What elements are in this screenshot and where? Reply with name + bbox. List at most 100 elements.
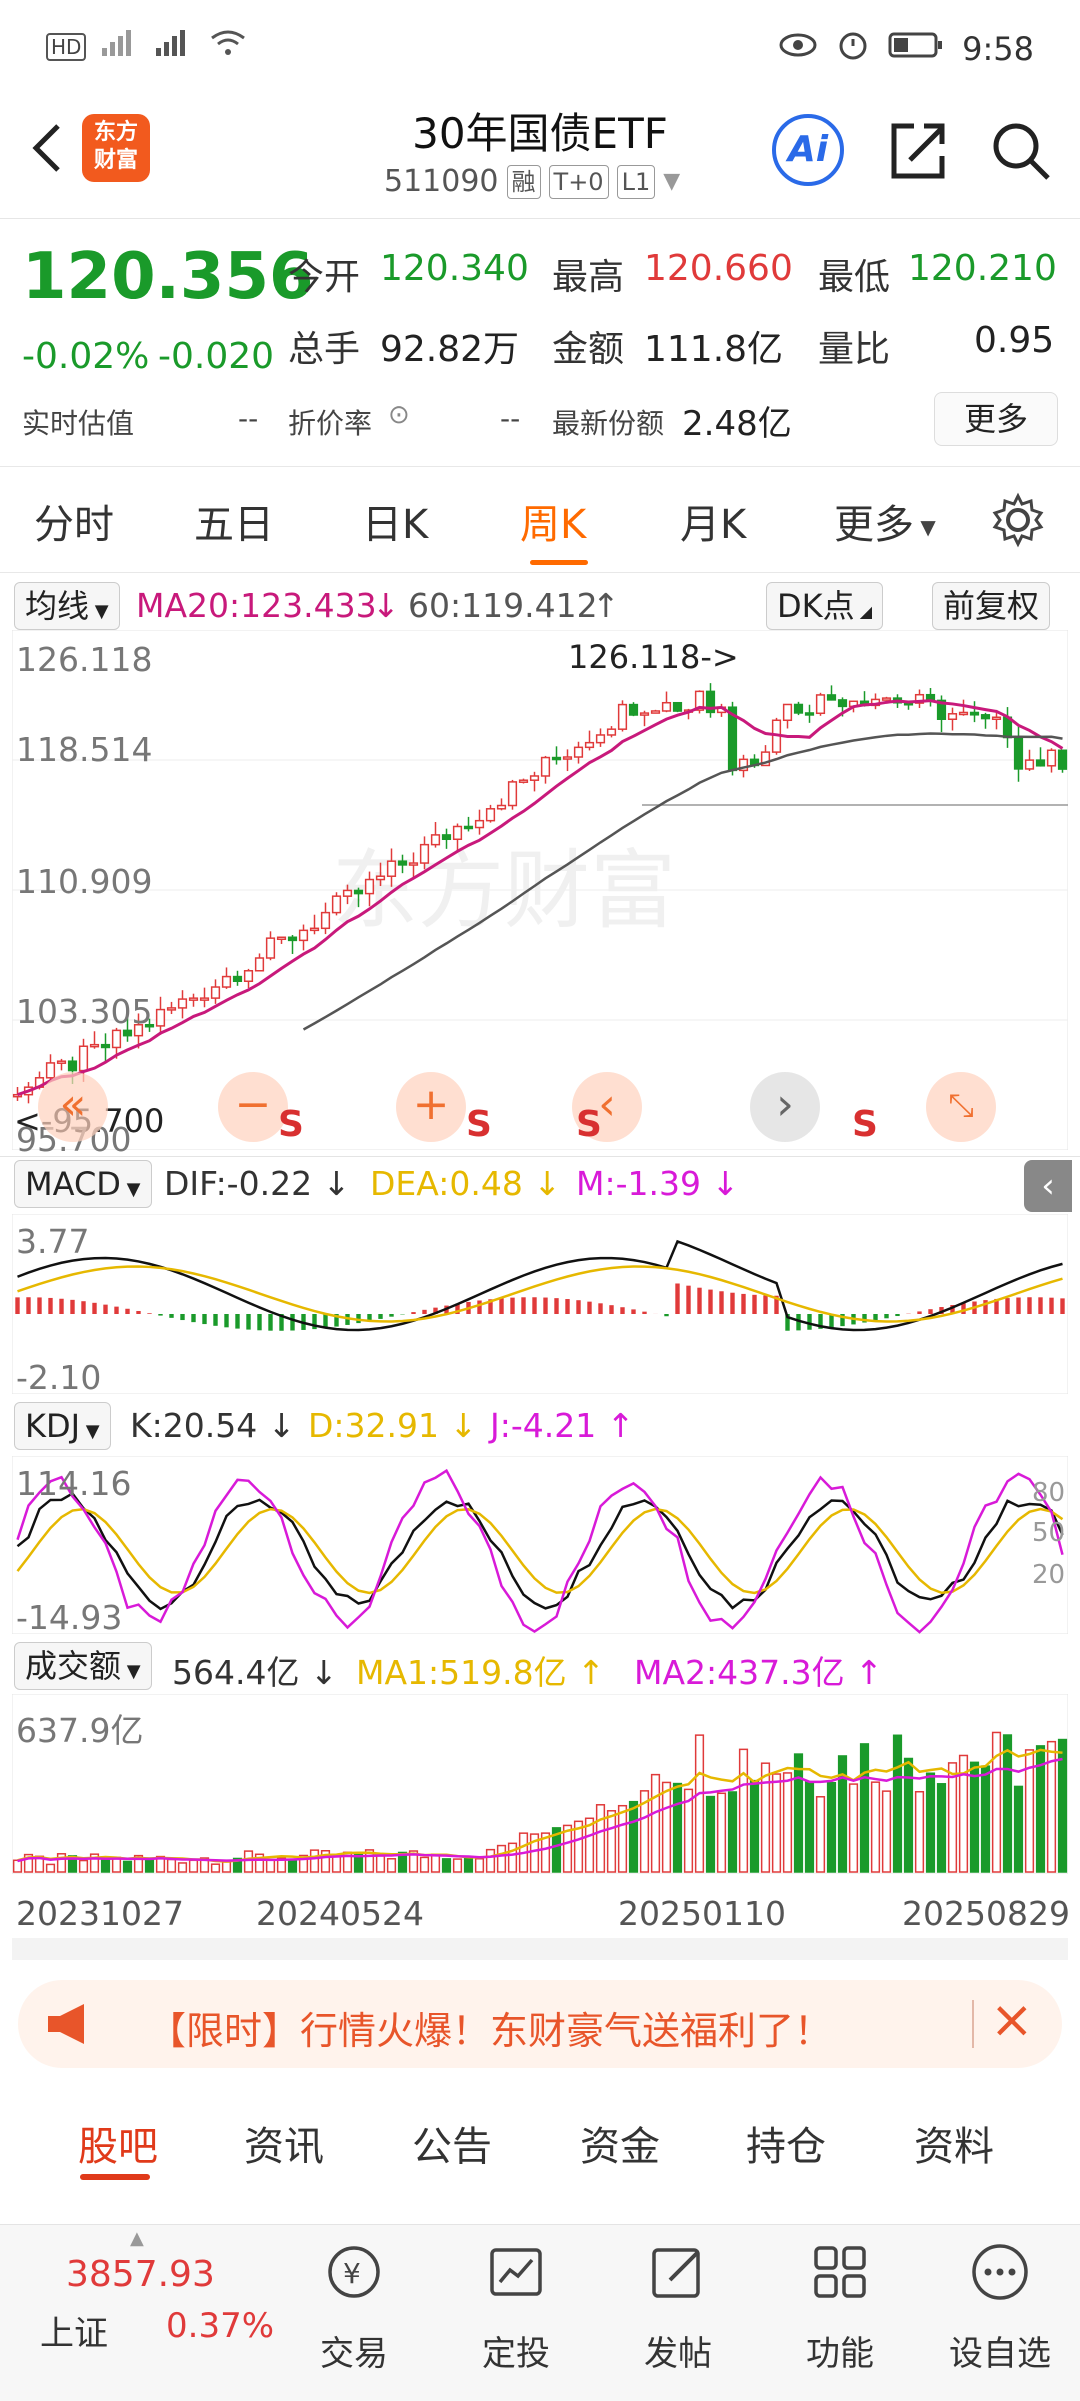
macd-select[interactable]: MACD ▼ xyxy=(14,1160,152,1208)
volume-bar xyxy=(894,1735,902,1872)
candle-body xyxy=(949,714,957,719)
volume-bar xyxy=(872,1782,880,1872)
volume-bar xyxy=(443,1859,451,1872)
kdj-chart[interactable] xyxy=(12,1456,1068,1634)
volume-label: 总手 xyxy=(288,320,360,372)
tab-intraday[interactable]: 分时 xyxy=(34,492,114,550)
macd-y-bottom: -2.10 xyxy=(16,1358,101,1397)
grid-apps-icon[interactable] xyxy=(808,2240,872,2304)
macd-bar xyxy=(1005,1298,1009,1314)
macd-bar xyxy=(136,1311,140,1314)
x-label-1: 20231027 xyxy=(16,1894,184,1933)
volume-bar xyxy=(1015,1786,1023,1872)
change-amount: -0.020 xyxy=(158,336,274,377)
share-button[interactable] xyxy=(884,118,950,188)
low-value: 120.210 xyxy=(908,248,1057,289)
kdj-level-50: 50 xyxy=(1032,1518,1065,1548)
volume-y-top: 637.9亿 xyxy=(16,1704,143,1752)
volume-bar xyxy=(784,1773,792,1872)
macd-bar xyxy=(389,1314,393,1317)
nav-functions[interactable]: 功能 xyxy=(770,2326,910,2375)
more-quote-button[interactable]: 更多 xyxy=(934,392,1058,446)
rewind-button[interactable]: « xyxy=(38,1072,108,1142)
compose-icon[interactable] xyxy=(646,2240,710,2304)
volume-chart[interactable] xyxy=(12,1694,1068,1874)
kdj-level-80: 80 xyxy=(1032,1478,1065,1508)
kdj-y-bottom: -14.93 xyxy=(16,1598,122,1637)
tab-weekly-k[interactable]: 周K xyxy=(520,492,586,550)
chart-settings-button[interactable] xyxy=(990,492,1046,552)
volume-bar xyxy=(982,1766,990,1872)
index-value[interactable]: 3857.93 xyxy=(66,2254,215,2295)
volume-bar xyxy=(619,1806,627,1872)
candle-body xyxy=(333,896,341,912)
candlestick-chart[interactable]: 东方财富 xyxy=(12,630,1068,1150)
volume-bar xyxy=(696,1735,704,1872)
candle-body xyxy=(586,743,594,748)
dk-point-select[interactable]: DK点 ◢ xyxy=(766,582,883,630)
macd-bar xyxy=(422,1310,426,1314)
candle-body xyxy=(509,782,517,806)
active-tab-indicator xyxy=(530,560,588,565)
macd-bar xyxy=(48,1298,52,1314)
kdj-select[interactable]: KDJ ▼ xyxy=(14,1402,111,1450)
macd-bar xyxy=(37,1297,41,1314)
tab-announcements[interactable]: 公告 xyxy=(412,2114,492,2172)
promo-banner[interactable]: 【限时】行情火爆！东财豪气送福利了！ × xyxy=(18,1980,1062,2068)
volume-indicator-select[interactable]: 成交额 ▼ xyxy=(14,1642,152,1690)
collapse-panel-button[interactable]: ‹ xyxy=(1024,1160,1072,1212)
y-tick-3: 110.909 xyxy=(16,862,152,901)
macd-chart[interactable] xyxy=(12,1214,1068,1394)
candle-body xyxy=(575,747,583,757)
open-value: 120.340 xyxy=(380,248,529,289)
ma60-label: 60:119.412 xyxy=(408,586,598,625)
scroll-right-button[interactable]: › xyxy=(750,1072,820,1142)
macd-bar xyxy=(158,1314,162,1316)
nav-add-watchlist[interactable]: 设自选 xyxy=(930,2326,1070,2375)
more-info-icon[interactable]: ⊙ xyxy=(388,400,410,430)
volume-bar xyxy=(190,1860,198,1872)
fullscreen-button[interactable]: ⤡ xyxy=(926,1072,996,1142)
trade-icon[interactable]: ¥ xyxy=(322,2240,386,2304)
caret-down-icon: ▼ xyxy=(914,515,936,539)
tab-profile[interactable]: 资料 xyxy=(914,2114,994,2172)
tab-monthly-k[interactable]: 月K xyxy=(680,492,746,550)
indicator-select[interactable]: 均线 ▼ xyxy=(14,582,120,630)
tab-five-day[interactable]: 五日 xyxy=(194,492,274,550)
security-code-row[interactable]: 511090 融 T+0 L1 ▼ xyxy=(384,164,680,199)
signal-5g-icon xyxy=(154,28,194,65)
search-button[interactable] xyxy=(988,118,1054,188)
shares-value: 2.48亿 xyxy=(682,396,792,445)
volume-bar xyxy=(487,1850,495,1872)
kdj-level-20: 20 xyxy=(1032,1560,1065,1590)
candle-body xyxy=(311,928,319,930)
ai-button[interactable]: Ai xyxy=(772,114,844,186)
investment-plan-icon[interactable] xyxy=(484,2240,548,2304)
tab-daily-k[interactable]: 日K xyxy=(362,492,428,550)
macd-bar xyxy=(752,1295,756,1314)
caret-up-icon[interactable]: ▲ xyxy=(130,2228,144,2249)
nav-investment-plan[interactable]: 定投 xyxy=(446,2326,586,2375)
close-icon[interactable]: × xyxy=(990,1990,1034,2050)
ma60-arrow-up-icon: ↑ xyxy=(592,586,620,625)
macd-bar xyxy=(708,1290,712,1314)
more-dots-icon[interactable] xyxy=(968,2240,1032,2304)
volume-bar xyxy=(509,1843,517,1872)
tab-more[interactable]: 更多 ▼ xyxy=(834,492,936,550)
candle-body xyxy=(1059,750,1067,769)
tab-holdings[interactable]: 持仓 xyxy=(746,2114,826,2172)
candle-body xyxy=(476,821,484,828)
adjust-select[interactable]: 前复权 xyxy=(932,582,1050,630)
candle-body xyxy=(47,1063,55,1078)
zoom-in-button[interactable]: + xyxy=(396,1072,466,1142)
candle-body xyxy=(179,999,187,1008)
tab-news[interactable]: 资讯 xyxy=(244,2114,324,2172)
volume-bar xyxy=(421,1857,429,1872)
macd-bar xyxy=(147,1313,151,1314)
tab-funds[interactable]: 资金 xyxy=(580,2114,660,2172)
nav-post[interactable]: 发帖 xyxy=(608,2326,748,2375)
tab-forum[interactable]: 股吧 xyxy=(78,2114,158,2172)
macd-bar xyxy=(114,1307,118,1314)
nav-trade[interactable]: 交易 xyxy=(284,2326,424,2375)
macd-bar xyxy=(719,1291,723,1314)
